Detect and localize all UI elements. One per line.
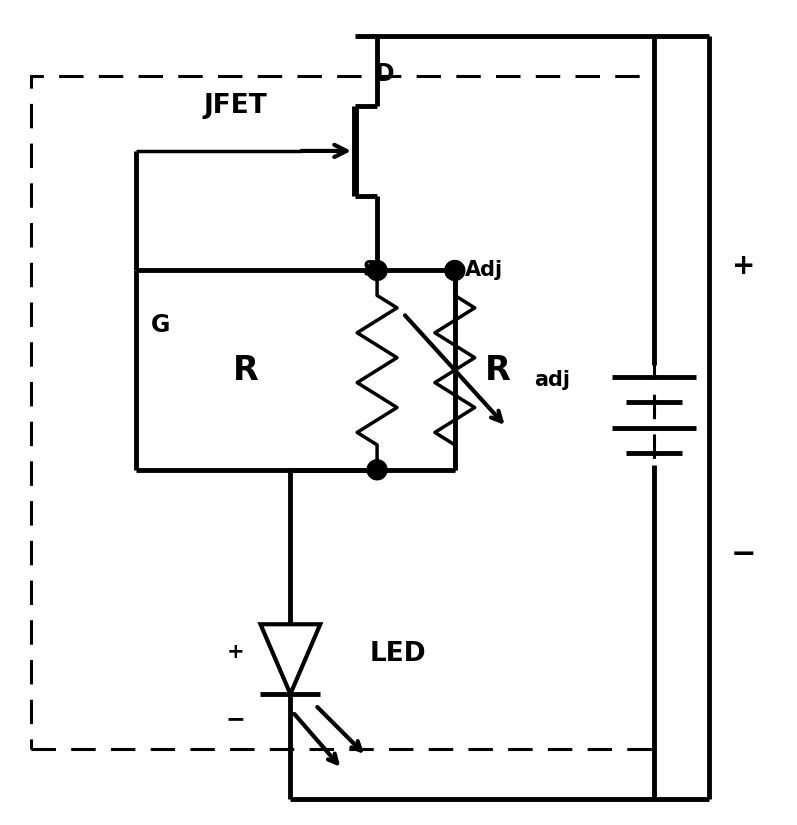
Text: D: D (375, 62, 395, 86)
Text: LED: LED (370, 641, 426, 667)
Text: adj: adj (535, 370, 571, 390)
Text: Adj: Adj (465, 261, 503, 280)
Circle shape (367, 261, 387, 280)
Text: G: G (151, 314, 171, 337)
Text: JFET: JFET (204, 93, 268, 119)
Text: S: S (362, 261, 377, 280)
Text: R: R (233, 354, 258, 387)
Text: −: − (731, 540, 756, 569)
Circle shape (367, 460, 387, 480)
Text: +: + (732, 252, 756, 280)
Circle shape (445, 261, 465, 280)
Text: +: + (227, 642, 245, 662)
Text: R: R (485, 354, 510, 387)
Text: −: − (226, 707, 245, 731)
